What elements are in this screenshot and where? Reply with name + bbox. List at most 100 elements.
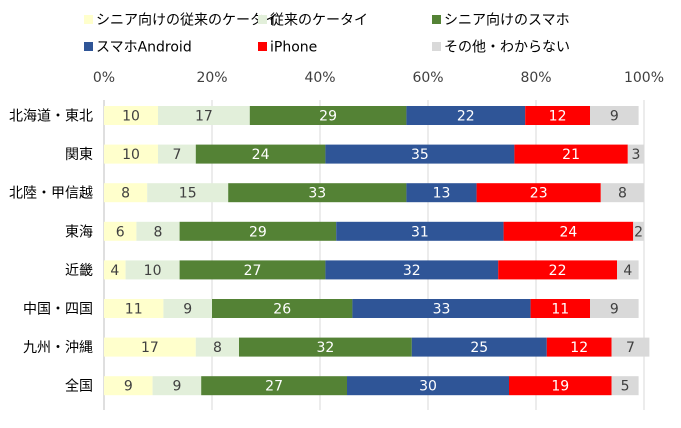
x-tick-label: 20% bbox=[196, 70, 227, 86]
legend-swatch bbox=[84, 42, 93, 51]
bar-segment bbox=[476, 183, 601, 203]
legend-swatch bbox=[84, 15, 93, 24]
bar-segment bbox=[104, 299, 164, 318]
data-label: 32 bbox=[316, 340, 334, 356]
bar-segment bbox=[406, 183, 477, 203]
legend-swatch bbox=[432, 15, 441, 24]
legend-label: シニア向けの従来のケータイ bbox=[96, 13, 278, 29]
bar-segment bbox=[104, 221, 137, 241]
category-label: 近畿 bbox=[65, 263, 93, 279]
legend-label: iPhone bbox=[270, 40, 317, 56]
bar-segment bbox=[530, 299, 590, 318]
bar-segment bbox=[195, 337, 239, 357]
bar-segment bbox=[503, 221, 634, 241]
data-label: 7 bbox=[172, 147, 181, 163]
x-axis: 0% 20% 40% 60% 80% 100% bbox=[93, 70, 664, 86]
bar-segment bbox=[125, 260, 180, 280]
bar-segment bbox=[104, 376, 153, 396]
legend-swatch bbox=[432, 42, 441, 51]
x-tick-label: 100% bbox=[624, 70, 664, 86]
data-label: 32 bbox=[403, 263, 421, 279]
data-label: 25 bbox=[470, 340, 488, 356]
bar-segment bbox=[239, 337, 412, 357]
data-label: 22 bbox=[549, 263, 567, 279]
category-label: 東海 bbox=[65, 224, 93, 240]
x-tick-label: 40% bbox=[304, 70, 335, 86]
bar-segment bbox=[617, 260, 639, 280]
data-label: 4 bbox=[110, 263, 119, 279]
data-label: 9 bbox=[610, 109, 619, 125]
bar-segment bbox=[195, 144, 326, 164]
bar-segment bbox=[152, 376, 202, 396]
data-label: 31 bbox=[411, 224, 429, 240]
data-label: 11 bbox=[551, 302, 569, 318]
bar-segment bbox=[104, 144, 158, 164]
legend-label: その他・わからない bbox=[444, 40, 570, 56]
bar-segment bbox=[509, 376, 612, 396]
bar-segment bbox=[158, 106, 250, 125]
bar-segment bbox=[590, 299, 639, 318]
bar-segment bbox=[546, 337, 612, 357]
bar-segment bbox=[179, 221, 337, 241]
bar-segment bbox=[336, 221, 504, 241]
category-label: 中国・四国 bbox=[23, 302, 93, 318]
data-label: 33 bbox=[433, 302, 451, 318]
data-label: 35 bbox=[411, 147, 429, 163]
data-label: 8 bbox=[213, 340, 222, 356]
category-label: 関東 bbox=[65, 147, 93, 163]
data-label: 10 bbox=[144, 263, 162, 279]
data-label: 23 bbox=[530, 186, 548, 202]
data-label: 2 bbox=[634, 224, 643, 240]
data-label: 29 bbox=[249, 224, 267, 240]
data-label: 19 bbox=[551, 379, 569, 395]
data-label: 29 bbox=[319, 109, 337, 125]
data-label: 4 bbox=[623, 263, 632, 279]
data-label: 27 bbox=[265, 379, 283, 395]
data-label: 11 bbox=[125, 302, 143, 318]
data-label: 13 bbox=[433, 186, 451, 202]
data-label: 8 bbox=[121, 186, 130, 202]
data-label: 5 bbox=[621, 379, 630, 395]
bar-segment bbox=[325, 144, 515, 164]
data-label: 30 bbox=[419, 379, 437, 395]
bar-segment bbox=[590, 106, 639, 125]
data-label: 10 bbox=[122, 109, 140, 125]
bar-segment bbox=[201, 376, 347, 396]
legend-swatch bbox=[258, 42, 267, 51]
data-label: 15 bbox=[179, 186, 197, 202]
x-tick-label: 80% bbox=[520, 70, 551, 86]
data-label: 24 bbox=[559, 224, 577, 240]
x-tick-label: 0% bbox=[93, 70, 115, 86]
data-label: 33 bbox=[308, 186, 326, 202]
x-tick-label: 60% bbox=[412, 70, 443, 86]
bar-segment bbox=[104, 260, 126, 280]
data-label: 21 bbox=[562, 147, 580, 163]
data-label: 27 bbox=[244, 263, 262, 279]
bar-segment bbox=[498, 260, 617, 280]
bar-segment bbox=[228, 183, 407, 203]
bar-segment bbox=[633, 221, 644, 241]
bar-segment bbox=[600, 183, 644, 203]
bars: 10 17 29 22 12 910 7 24 35 21 38 15 33 13 23 86 8 29 31 24 2… bbox=[104, 106, 650, 396]
category-label: 九州・沖縄 bbox=[23, 340, 93, 356]
data-label: 9 bbox=[610, 302, 619, 318]
bar-segment bbox=[352, 299, 531, 318]
category-label: 全国 bbox=[65, 378, 93, 395]
bar-segment bbox=[514, 144, 628, 164]
data-label: 3 bbox=[631, 147, 640, 163]
bar-segment bbox=[411, 337, 547, 357]
bar-segment bbox=[525, 106, 590, 125]
data-label: 12 bbox=[549, 109, 567, 125]
data-label: 24 bbox=[252, 147, 270, 163]
bar-segment bbox=[147, 183, 229, 203]
bar-segment bbox=[158, 144, 196, 164]
bar-segment bbox=[406, 106, 526, 125]
legend-label: スマホAndroid bbox=[96, 40, 192, 56]
data-label: 6 bbox=[116, 224, 125, 240]
data-label: 9 bbox=[124, 379, 133, 395]
bar-segment bbox=[104, 106, 158, 125]
bar-segment bbox=[104, 183, 148, 203]
legend-label: シニア向けのスマホ bbox=[444, 13, 570, 29]
